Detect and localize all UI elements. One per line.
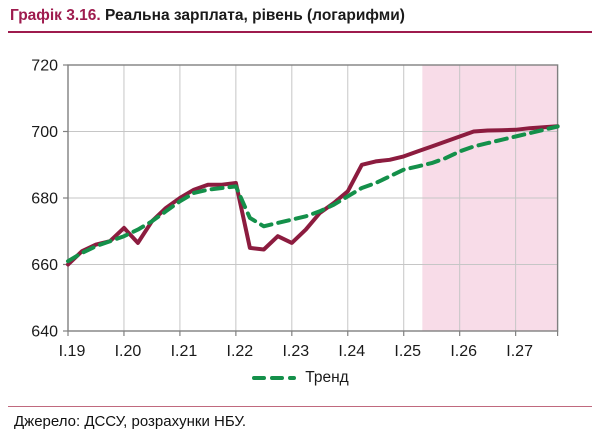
y-axis-label: 720 <box>31 58 58 75</box>
y-axis-label: 700 <box>31 124 58 141</box>
y-axis-label: 660 <box>31 257 58 274</box>
x-axis-label: I.26 <box>450 343 477 360</box>
x-axis-label: I.27 <box>506 343 533 360</box>
x-axis-label: I.25 <box>394 343 421 360</box>
x-axis-label: I.24 <box>338 343 365 360</box>
chart-title-number: Графік 3.16. <box>10 7 101 24</box>
actual-line <box>66 124 560 267</box>
x-axis-label: I.21 <box>171 343 198 360</box>
chart-legend: Тренд <box>0 366 600 390</box>
x-axis-label: I.20 <box>115 343 142 360</box>
source-note: Джерело: ДССУ, розрахунки НБУ. <box>14 413 247 430</box>
y-axis-label: 680 <box>31 191 58 208</box>
x-axis-label: I.19 <box>59 343 86 360</box>
chart-title: Графік 3.16. Реальна зарплата, рівень (л… <box>10 7 592 25</box>
footer-rule <box>8 406 592 407</box>
trend-legend-swatch <box>252 376 297 380</box>
x-axis-label: I.23 <box>282 343 309 360</box>
trend-legend-label: Тренд <box>305 369 349 386</box>
title-rule <box>8 31 592 33</box>
chart-title-text: Реальна зарплата, рівень (логарифми) <box>100 7 405 24</box>
trend-line <box>66 124 560 264</box>
y-axis-label: 640 <box>31 324 58 341</box>
x-axis-label: I.22 <box>227 343 254 360</box>
